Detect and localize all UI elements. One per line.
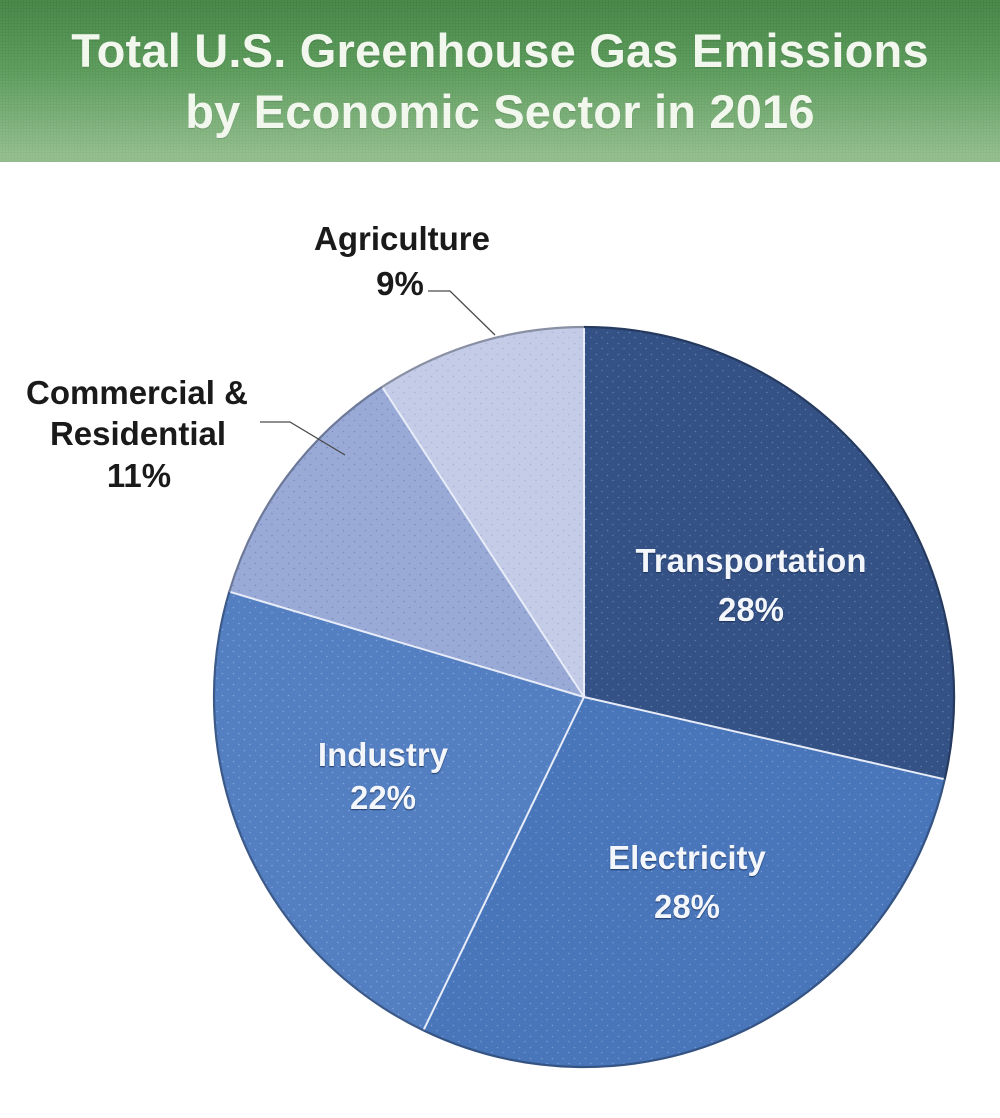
svg-text:28%: 28% <box>718 591 784 628</box>
svg-text:11%: 11% <box>107 457 171 494</box>
svg-text:Industry: Industry <box>318 736 449 773</box>
svg-text:28%: 28% <box>654 888 720 925</box>
svg-text:Commercial &: Commercial & <box>26 374 248 411</box>
svg-text:Agriculture: Agriculture <box>314 220 490 257</box>
svg-text:Transportation: Transportation <box>635 542 866 579</box>
svg-text:9%: 9% <box>376 265 424 302</box>
svg-text:22%: 22% <box>350 779 416 816</box>
svg-text:Electricity: Electricity <box>608 839 766 876</box>
svg-text:Residential: Residential <box>50 415 226 452</box>
